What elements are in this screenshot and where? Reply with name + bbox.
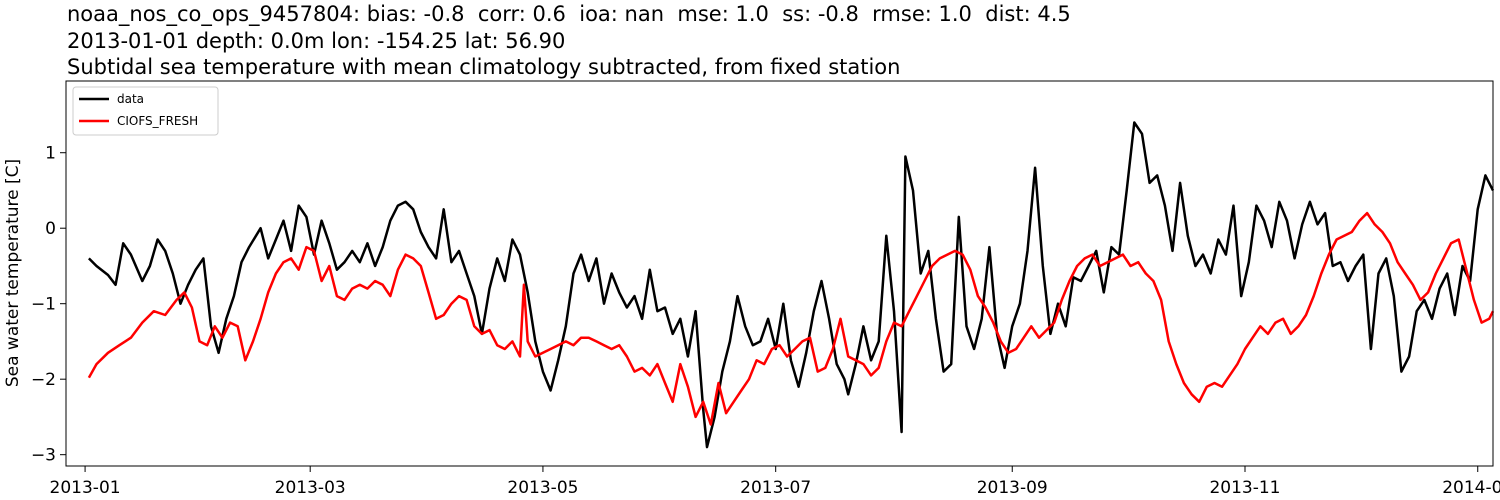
y-tick-label: 1 [45, 144, 56, 164]
legend-box [72, 86, 219, 136]
chart-title-line-2: 2013-01-01 depth: 0.0m lon: -154.25 lat:… [67, 29, 566, 53]
x-tick-label: 2013-03 [275, 478, 346, 498]
chart-title-line-3: Subtidal sea temperature with mean clima… [67, 55, 901, 79]
y-tick-label: −3 [31, 446, 56, 466]
series-layer [87, 121, 1495, 449]
x-tick-label: 2013-07 [740, 478, 811, 498]
chart-title-line-1: noaa_nos_co_ops_9457804: bias: -0.8 corr… [67, 2, 1071, 26]
y-axis-label: Sea water temperature [C] [3, 159, 23, 387]
legend-label-ciofs-fresh: CIOFS_FRESH [117, 114, 198, 128]
plot-frame [65, 80, 1494, 467]
x-tick-label: 2013-01 [50, 478, 121, 498]
series-line-ciofs-fresh [87, 211, 1495, 426]
x-tick-label: 2013-09 [977, 478, 1048, 498]
ticks-layer: 2013-01 2013-03 2013-05 2013-07 2013-09 2013-… [31, 144, 1500, 498]
x-tick-label: 2014-01 [1442, 478, 1500, 498]
y-tick-label: −2 [31, 370, 56, 390]
x-tick-label: 2013-11 [1209, 478, 1280, 498]
legend: data CIOFS_FRESH [72, 86, 219, 136]
y-tick-label: −1 [31, 295, 56, 315]
x-tick-label: 2013-05 [507, 478, 578, 498]
y-tick-label: 0 [45, 219, 56, 239]
series-line-data [88, 121, 1495, 449]
legend-label-data: data [117, 92, 144, 106]
